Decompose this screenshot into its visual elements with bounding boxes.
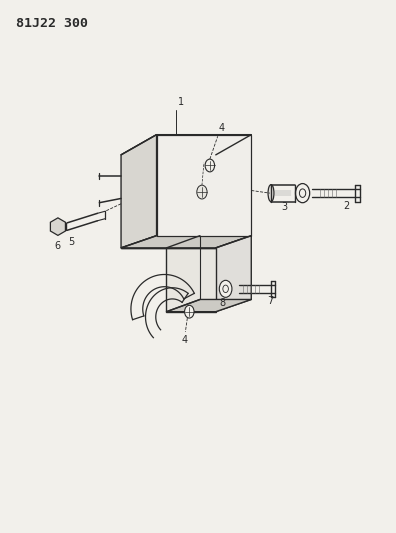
Text: 3: 3: [282, 201, 288, 212]
Circle shape: [223, 285, 228, 293]
Text: 4: 4: [181, 335, 188, 345]
Text: 7: 7: [267, 296, 273, 306]
Text: 2: 2: [343, 200, 350, 211]
Text: 1: 1: [178, 97, 185, 107]
Circle shape: [219, 280, 232, 297]
Ellipse shape: [268, 184, 274, 201]
Polygon shape: [121, 135, 251, 155]
Polygon shape: [166, 300, 251, 312]
Text: 5: 5: [68, 237, 74, 247]
Text: 81J22 300: 81J22 300: [17, 17, 88, 30]
Polygon shape: [216, 135, 251, 248]
Circle shape: [299, 189, 306, 197]
Polygon shape: [166, 248, 216, 312]
Circle shape: [295, 183, 310, 203]
Text: 4: 4: [219, 123, 225, 133]
Polygon shape: [50, 218, 65, 236]
Circle shape: [197, 185, 207, 199]
Polygon shape: [156, 135, 251, 236]
Circle shape: [205, 159, 215, 172]
Polygon shape: [216, 236, 251, 312]
Text: 8: 8: [219, 298, 226, 309]
Polygon shape: [121, 236, 251, 248]
Circle shape: [185, 305, 194, 318]
Text: 6: 6: [54, 241, 60, 251]
Polygon shape: [121, 135, 156, 248]
